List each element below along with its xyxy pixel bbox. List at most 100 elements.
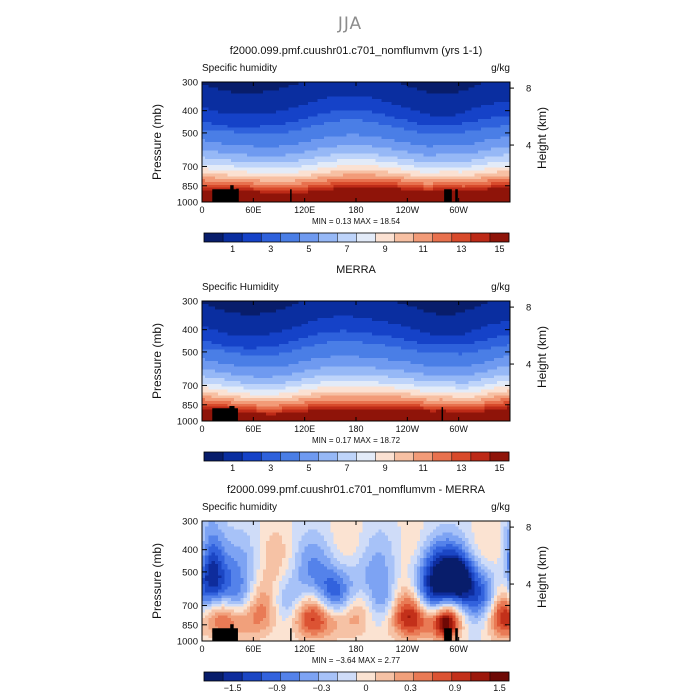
data-cell <box>250 124 254 129</box>
data-cell <box>237 90 241 94</box>
data-cell <box>259 153 264 157</box>
data-cell <box>442 124 447 129</box>
data-cell <box>208 358 213 362</box>
data-cell <box>237 303 241 308</box>
data-cell <box>455 173 460 177</box>
data-cell <box>202 389 206 393</box>
data-cell <box>323 187 328 191</box>
data-cell <box>243 122 248 126</box>
data-cell <box>356 170 360 174</box>
data-cell <box>262 352 267 356</box>
data-cell <box>423 144 427 149</box>
data-cell <box>356 144 360 149</box>
data-cell <box>262 386 267 390</box>
data-cell <box>211 136 216 140</box>
data-cell <box>410 142 415 146</box>
data-cell <box>230 93 235 97</box>
data-cell <box>503 199 508 203</box>
data-cell <box>295 164 299 169</box>
data-cell <box>266 321 270 325</box>
data-cell <box>279 179 283 183</box>
data-cell <box>455 87 460 91</box>
data-cell <box>291 162 296 166</box>
data-cell <box>230 381 235 385</box>
data-cell <box>400 162 405 166</box>
data-cell <box>320 122 325 126</box>
data-cell <box>214 363 219 368</box>
data-cell <box>471 167 476 171</box>
data-cell <box>256 122 261 126</box>
data-cell <box>439 196 444 200</box>
data-cell <box>214 153 219 157</box>
data-cell <box>311 156 315 160</box>
data-cell <box>394 184 399 189</box>
data-cell <box>285 193 290 197</box>
data-cell <box>298 147 302 151</box>
data-cell <box>346 96 350 100</box>
data-cell <box>253 147 257 151</box>
data-cell <box>295 159 299 163</box>
data-cell <box>250 338 254 342</box>
data-cell <box>262 139 267 143</box>
data-cell <box>224 150 229 154</box>
data-cell <box>493 116 498 120</box>
data-cell <box>436 159 440 163</box>
data-cell <box>301 122 306 126</box>
data-cell <box>452 119 456 123</box>
data-cell <box>368 193 373 197</box>
data-cell <box>279 199 283 203</box>
data-cell <box>500 193 504 197</box>
data-cell <box>420 96 424 100</box>
data-cell <box>471 173 476 177</box>
data-cell <box>320 102 325 106</box>
data-cell <box>400 173 405 177</box>
data-cell <box>362 107 367 111</box>
data-cell <box>221 133 225 137</box>
data-cell <box>240 144 245 149</box>
data-cell <box>269 142 273 146</box>
data-cell <box>250 104 254 109</box>
data-cell <box>266 159 270 163</box>
data-cell <box>253 170 257 174</box>
data-cell <box>317 199 322 203</box>
data-cell <box>262 346 267 350</box>
data-cell <box>381 113 386 117</box>
data-cell <box>394 159 399 163</box>
data-cell <box>442 96 447 100</box>
data-cell <box>224 119 229 123</box>
data-cell <box>378 102 383 106</box>
data-cell <box>221 366 225 370</box>
data-cell <box>468 87 472 91</box>
data-cell <box>330 153 334 157</box>
data-cell <box>230 122 235 126</box>
data-cell <box>465 156 469 160</box>
data-cell <box>311 99 315 103</box>
data-cell <box>465 133 469 137</box>
data-cell <box>275 124 280 129</box>
data-cell <box>202 346 206 350</box>
data-cell <box>256 87 261 91</box>
data-cell <box>282 96 286 100</box>
data-cell <box>452 147 456 151</box>
data-cell <box>240 361 245 365</box>
data-cell <box>208 412 213 416</box>
data-cell <box>381 190 386 194</box>
data-cell <box>413 124 418 129</box>
data-cell <box>253 378 257 382</box>
data-cell <box>240 363 245 368</box>
data-cell <box>208 381 213 385</box>
data-cell <box>461 184 466 189</box>
data-cell <box>307 193 312 197</box>
data-cell <box>484 147 488 151</box>
data-cell <box>352 136 357 140</box>
data-cell <box>413 107 418 111</box>
data-cell <box>202 352 206 356</box>
data-cell <box>458 193 463 197</box>
data-cell <box>359 173 363 177</box>
data-cell <box>295 156 299 160</box>
data-cell <box>279 147 283 151</box>
data-cell <box>259 159 264 163</box>
data-cell <box>202 139 206 143</box>
data-cell <box>500 142 504 146</box>
data-cell <box>474 113 479 117</box>
